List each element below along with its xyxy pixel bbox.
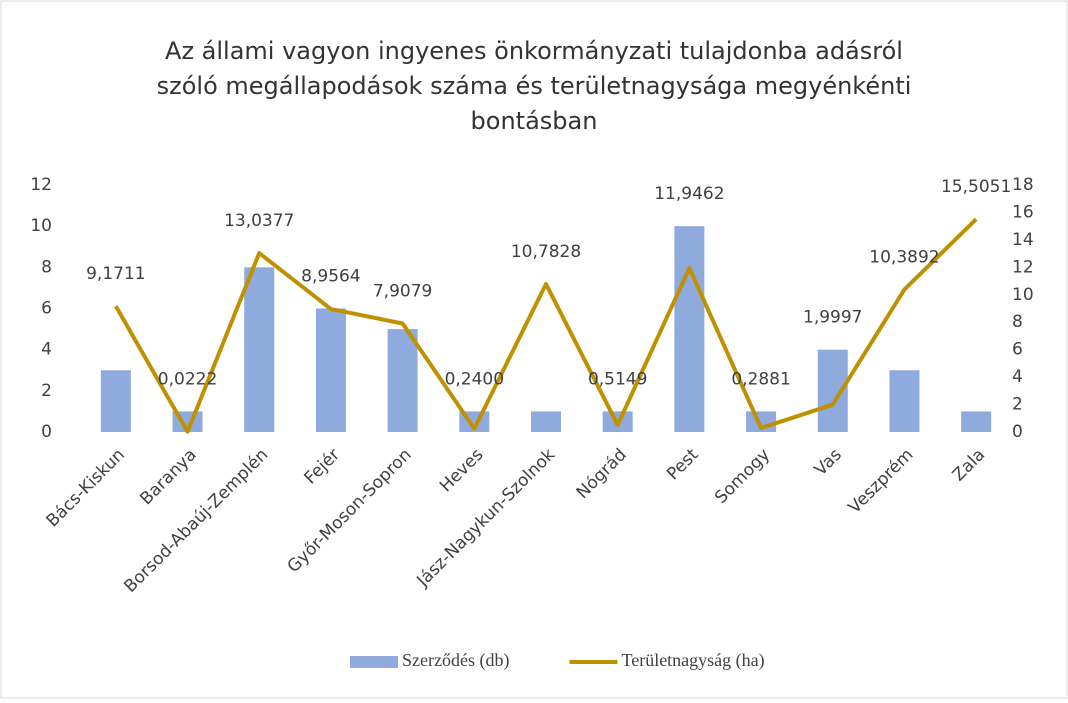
data-label: 9,1711 bbox=[86, 264, 145, 284]
bar bbox=[387, 329, 418, 432]
y-tick-label: 2 bbox=[41, 381, 52, 401]
data-label: 15,5051 bbox=[941, 177, 1011, 197]
bar bbox=[531, 411, 561, 432]
data-label: 8,9564 bbox=[301, 267, 360, 287]
data-label: 1,9997 bbox=[803, 308, 862, 328]
data-label: 0,2881 bbox=[731, 369, 790, 389]
y2-tick-label: 18 bbox=[1012, 175, 1034, 195]
y-tick-label: 8 bbox=[41, 257, 52, 277]
y2-tick-label: 8 bbox=[1012, 312, 1023, 332]
data-label: 7,9079 bbox=[373, 281, 432, 301]
legend-label: Területnagyság (ha) bbox=[621, 650, 764, 671]
y2-tick-label: 2 bbox=[1012, 395, 1023, 415]
y-tick-label: 12 bbox=[30, 175, 52, 195]
bar bbox=[674, 226, 705, 432]
y2-tick-label: 4 bbox=[1012, 367, 1023, 387]
chart-title: Az állami vagyon ingyenes önkormányzati … bbox=[165, 37, 903, 65]
y-tick-label: 0 bbox=[41, 422, 52, 442]
data-label: 11,9462 bbox=[654, 184, 724, 204]
legend-swatch bbox=[350, 656, 398, 668]
chart-title: bontásban bbox=[471, 107, 598, 135]
y2-tick-label: 0 bbox=[1012, 422, 1023, 442]
y2-tick-label: 6 bbox=[1012, 340, 1023, 360]
data-label: 0,5149 bbox=[588, 369, 647, 389]
bar bbox=[244, 267, 275, 432]
y-tick-label: 4 bbox=[41, 340, 52, 360]
y-tick-label: 6 bbox=[41, 299, 52, 319]
data-label: 0,2400 bbox=[445, 369, 504, 389]
y2-tick-label: 16 bbox=[1012, 202, 1034, 222]
line bbox=[114, 217, 978, 434]
data-label: 0,0222 bbox=[158, 369, 217, 389]
y2-tick-label: 14 bbox=[1012, 230, 1034, 250]
y-tick-label: 10 bbox=[30, 216, 52, 236]
bar bbox=[961, 411, 992, 432]
bar bbox=[100, 370, 131, 432]
bar bbox=[315, 308, 346, 432]
y2-tick-label: 10 bbox=[1012, 285, 1034, 305]
chart-title: szóló megállapodások száma és területnag… bbox=[157, 72, 912, 100]
data-label: 10,3892 bbox=[869, 247, 939, 267]
y2-tick-label: 12 bbox=[1012, 257, 1034, 277]
data-label: 10,7828 bbox=[511, 242, 581, 262]
data-label: 13,0377 bbox=[224, 211, 294, 231]
bar bbox=[889, 370, 920, 432]
legend-label: Szerződés (db) bbox=[402, 650, 509, 671]
